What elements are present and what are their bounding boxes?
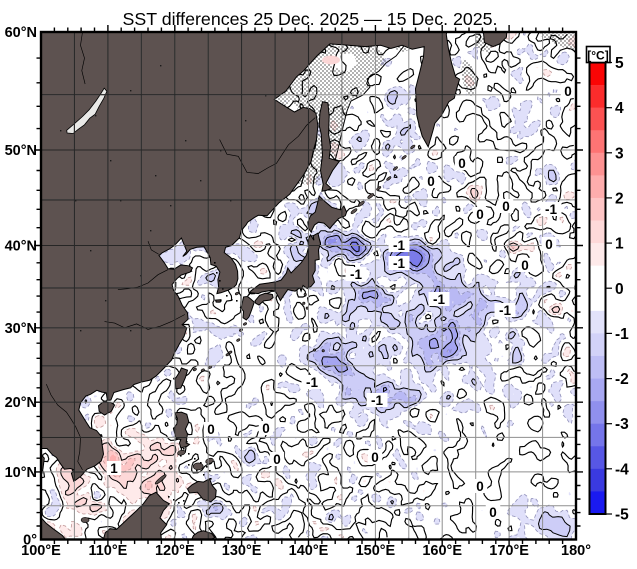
svg-text:0: 0 xyxy=(564,84,572,99)
svg-text:-1: -1 xyxy=(306,375,318,390)
svg-text:0: 0 xyxy=(502,199,510,214)
svg-text:170°E: 170°E xyxy=(489,543,529,559)
svg-text:-4: -4 xyxy=(615,461,629,478)
svg-text:100°E: 100°E xyxy=(21,543,61,559)
svg-text:30°N: 30°N xyxy=(5,321,37,337)
svg-text:40°N: 40°N xyxy=(5,239,37,255)
svg-text:0: 0 xyxy=(371,450,379,465)
svg-text:110°E: 110°E xyxy=(88,543,127,559)
svg-text:0: 0 xyxy=(262,421,270,436)
svg-text:0: 0 xyxy=(476,207,484,222)
svg-text:50°N: 50°N xyxy=(5,143,37,159)
svg-text:60°N: 60°N xyxy=(5,25,37,41)
svg-text:0: 0 xyxy=(273,452,281,467)
svg-text:-1: -1 xyxy=(371,393,383,408)
svg-text:160°E: 160°E xyxy=(422,543,462,559)
svg-text:0: 0 xyxy=(615,281,624,298)
svg-text:1: 1 xyxy=(110,461,118,476)
svg-text:SST differences 25 Dec. 2025 —: SST differences 25 Dec. 2025 — 15 Dec. 2… xyxy=(123,9,498,29)
svg-text:130°E: 130°E xyxy=(222,543,262,559)
svg-text:180°: 180° xyxy=(561,543,591,559)
svg-text:-1: -1 xyxy=(499,303,511,318)
svg-text:1: 1 xyxy=(615,236,624,253)
svg-text:0: 0 xyxy=(476,479,484,494)
svg-text:-1: -1 xyxy=(350,267,362,282)
svg-text:120°E: 120°E xyxy=(155,543,195,559)
svg-text:0: 0 xyxy=(545,237,553,252)
svg-text:10°N: 10°N xyxy=(5,465,37,481)
svg-text:5: 5 xyxy=(615,55,624,72)
svg-text:-1: -1 xyxy=(545,202,557,217)
svg-text:0: 0 xyxy=(521,258,529,273)
svg-text:0°: 0° xyxy=(23,533,37,549)
svg-text:150°E: 150°E xyxy=(356,543,396,559)
svg-text:-2: -2 xyxy=(615,371,629,388)
svg-text:0: 0 xyxy=(427,174,435,189)
svg-text:140°E: 140°E xyxy=(289,543,329,559)
svg-text:20°N: 20°N xyxy=(5,395,37,411)
svg-text:-5: -5 xyxy=(615,507,629,524)
svg-text:[°C]: [°C] xyxy=(587,49,608,63)
svg-text:-1: -1 xyxy=(615,326,629,343)
svg-text:2: 2 xyxy=(615,190,624,207)
svg-text:-1: -1 xyxy=(393,256,405,271)
svg-text:4: 4 xyxy=(615,100,624,117)
svg-text:3: 3 xyxy=(615,145,624,162)
svg-text:0: 0 xyxy=(458,156,466,171)
svg-text:-3: -3 xyxy=(615,416,629,433)
svg-text:-1: -1 xyxy=(393,238,405,253)
svg-text:0: 0 xyxy=(489,505,497,520)
svg-text:0: 0 xyxy=(207,422,215,437)
svg-text:-1: -1 xyxy=(433,292,445,307)
